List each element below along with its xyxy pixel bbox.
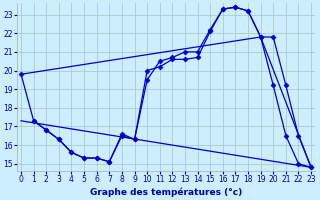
X-axis label: Graphe des températures (°c): Graphe des températures (°c)	[90, 187, 242, 197]
